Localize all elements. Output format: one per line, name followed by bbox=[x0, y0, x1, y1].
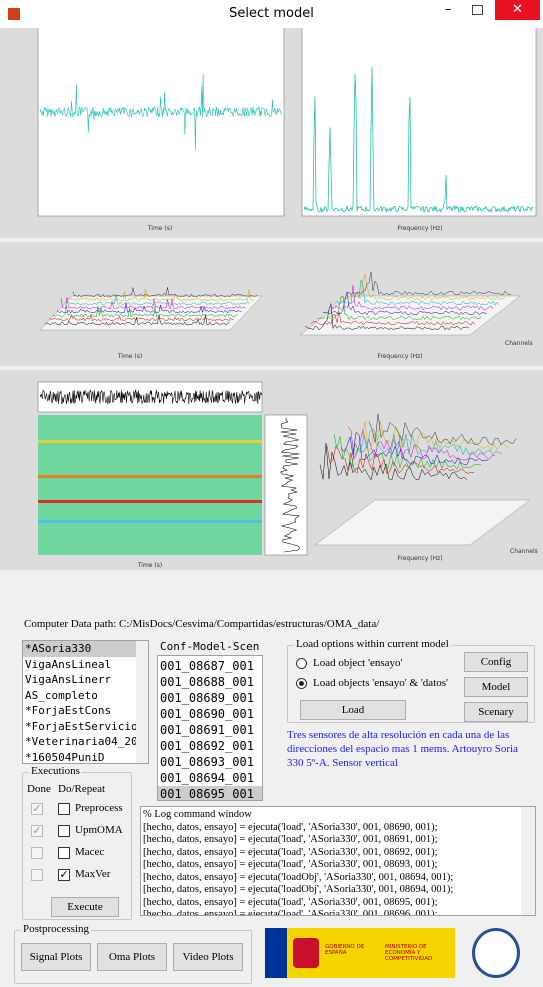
decor-band bbox=[38, 500, 262, 503]
log-line: [hecho, datos, ensayo] = ejecuta('loadOb… bbox=[143, 872, 533, 885]
axis-label: Time (s) bbox=[137, 562, 162, 569]
option-button[interactable]: Model bbox=[464, 677, 528, 697]
government-logo: GOBIERNO DE ESPAÑA MINISTERIO DE ECONOMÍ… bbox=[265, 928, 455, 978]
log-line: [hecho, datos, ensayo] = ejecuta('load',… bbox=[143, 909, 533, 916]
model-item[interactable]: *160504PuniD bbox=[23, 750, 136, 765]
model-item[interactable]: VigaAnsLineal bbox=[23, 657, 136, 673]
model-item[interactable]: *Veterinaria04_2016 bbox=[23, 734, 136, 750]
config-item[interactable]: 001_08692_001 bbox=[158, 738, 262, 754]
config-item[interactable]: 001_08687_001 bbox=[158, 658, 262, 674]
config-item[interactable]: 001_08691_001 bbox=[158, 722, 262, 738]
conf-label: Conf-Model-Scen bbox=[160, 640, 259, 653]
spectrogram bbox=[38, 415, 262, 555]
radio-label: Load objects 'ensayo' & 'datos' bbox=[313, 677, 448, 689]
coat-of-arms bbox=[293, 938, 319, 968]
config-item[interactable]: 001_08689_001 bbox=[158, 690, 262, 706]
model-item[interactable]: *ASoria330 bbox=[23, 641, 136, 657]
task-label: UpmOMA bbox=[75, 824, 123, 836]
radio[interactable] bbox=[296, 658, 307, 669]
executions-group: Executions Done Do/Repeat Execute ✓Prepr… bbox=[22, 772, 132, 920]
axis-label: Frequency (Hz) bbox=[377, 353, 422, 360]
option-button[interactable]: Config bbox=[464, 652, 528, 672]
close-button[interactable]: ✕ bbox=[495, 0, 540, 20]
task-label: Preprocess bbox=[75, 802, 123, 814]
log-line: [hecho, datos, ensayo] = ejecuta('loadOb… bbox=[143, 884, 533, 897]
done-check bbox=[31, 869, 43, 881]
log-line: % Log command window bbox=[143, 809, 533, 822]
model-item[interactable]: VigaAnsLinerr bbox=[23, 672, 136, 688]
page: Time (s) Frequency (Hz) Time (s) Frequen… bbox=[0, 0, 543, 987]
plot-area bbox=[265, 415, 307, 555]
log-window: % Log command window[hecho, datos, ensay… bbox=[140, 806, 536, 916]
config-item[interactable]: 001_08695_001 bbox=[158, 786, 262, 801]
logo-text: MINISTERIO DE ECONOMÍA Y COMPETITIVIDAD bbox=[385, 944, 453, 962]
log-line: [hecho, datos, ensayo] = ejecuta('load',… bbox=[143, 822, 533, 835]
task-label: Macec bbox=[75, 846, 104, 858]
post-button[interactable]: Video Plots bbox=[173, 943, 243, 971]
group-title: Load options within current model bbox=[294, 638, 451, 650]
description: Tres sensores de alta resolución en cada… bbox=[287, 728, 537, 770]
option-button[interactable]: Scenary bbox=[464, 702, 528, 722]
repeat-header: Do/Repeat bbox=[58, 783, 105, 795]
group-title: Postprocessing bbox=[21, 923, 91, 935]
task-label: MaxVer bbox=[75, 868, 110, 880]
axis-label: Time (s) bbox=[117, 353, 142, 360]
model-item[interactable]: *ForjaEstCons bbox=[23, 703, 136, 719]
plot-3d-floor bbox=[40, 296, 262, 330]
repeat-check[interactable] bbox=[58, 803, 70, 815]
axis-label: Frequency (Hz) bbox=[397, 555, 442, 562]
config-item[interactable]: 001_08693_001 bbox=[158, 754, 262, 770]
axis-label: Time (s) bbox=[147, 225, 172, 232]
log-line: [hecho, datos, ensayo] = ejecuta('load',… bbox=[143, 859, 533, 872]
model-item[interactable]: *ForjaEstServicio bbox=[23, 719, 136, 735]
decor-band bbox=[38, 440, 262, 443]
university-seal bbox=[472, 928, 520, 978]
log-line: [hecho, datos, ensayo] = ejecuta('load',… bbox=[143, 847, 533, 860]
load-button[interactable]: Load bbox=[300, 700, 406, 720]
minimize-button[interactable]: – bbox=[445, 2, 452, 17]
axis-label: Channels bbox=[510, 548, 538, 555]
radio[interactable] bbox=[296, 678, 307, 689]
figures: Time (s) Frequency (Hz) Time (s) Frequen… bbox=[0, 0, 543, 572]
repeat-check[interactable]: ✓ bbox=[58, 869, 70, 881]
done-check: ✓ bbox=[31, 803, 43, 815]
axis-label: Frequency (Hz) bbox=[397, 225, 442, 232]
radio-dot bbox=[299, 681, 304, 686]
done-check: ✓ bbox=[31, 825, 43, 837]
title-bar: Select model – ✕ bbox=[0, 0, 543, 28]
data-path: Computer Data path: C:/MisDocs/Cesvima/C… bbox=[24, 618, 379, 630]
done-header: Done bbox=[27, 783, 51, 795]
config-item[interactable]: 001_08688_001 bbox=[158, 674, 262, 690]
post-button[interactable]: Signal Plots bbox=[21, 943, 91, 971]
decor-band bbox=[38, 475, 262, 478]
log-line: [hecho, datos, ensayo] = ejecuta('load',… bbox=[143, 834, 533, 847]
load-options-group: Load options within current model Load L… bbox=[287, 645, 535, 723]
log-line: [hecho, datos, ensayo] = ejecuta('load',… bbox=[143, 897, 533, 910]
done-check bbox=[31, 847, 43, 859]
config-item[interactable]: 001_08694_001 bbox=[158, 770, 262, 786]
group-title: Executions bbox=[29, 765, 82, 777]
decor-band bbox=[38, 520, 262, 523]
repeat-check[interactable] bbox=[58, 847, 70, 859]
maximize-button[interactable] bbox=[472, 5, 483, 15]
logo-text: GOBIERNO DE ESPAÑA bbox=[325, 944, 375, 956]
scrollbar[interactable] bbox=[136, 641, 148, 763]
eu-flag bbox=[265, 928, 287, 978]
repeat-check[interactable] bbox=[58, 825, 70, 837]
execute-button[interactable]: Execute bbox=[51, 897, 119, 917]
config-item[interactable]: 001_08690_001 bbox=[158, 706, 262, 722]
axis-label: Channels bbox=[505, 340, 533, 347]
radio-label: Load object 'ensayo' bbox=[313, 657, 403, 669]
scrollbar[interactable] bbox=[521, 807, 535, 915]
plot-area bbox=[302, 8, 536, 216]
window-title: Select model bbox=[0, 6, 543, 21]
post-button[interactable]: Oma Plots bbox=[97, 943, 167, 971]
model-item[interactable]: AS_completo bbox=[23, 688, 136, 704]
